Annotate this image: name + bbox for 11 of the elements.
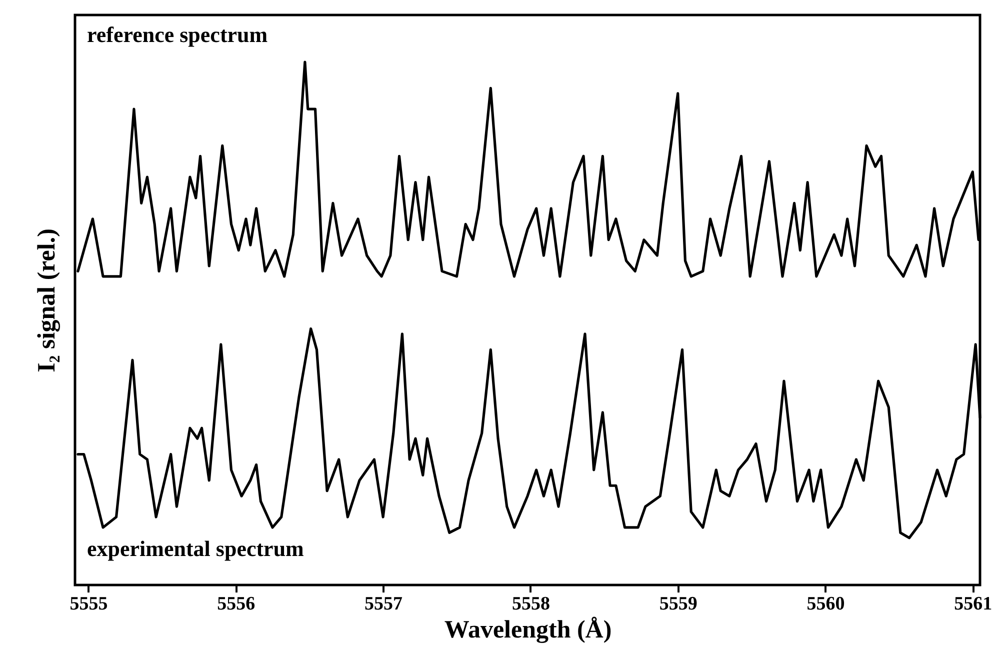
x-tick-label: 5556: [217, 594, 256, 614]
y-axis-title: I₂ signal (rel.): [34, 228, 60, 372]
x-tick-label: 5560: [806, 594, 845, 614]
text: reference spectrum: [87, 22, 268, 47]
x-tick-label: 5561: [954, 594, 992, 614]
x-tick-label: 5558: [512, 594, 550, 614]
x-tick-label: 5557: [364, 594, 404, 614]
annotation: experimental spectrum: [87, 536, 304, 561]
x-axis-title: Wavelength (Å): [444, 616, 612, 644]
x-tick-label: 5559: [659, 594, 698, 614]
x-tick-label: 5555: [70, 594, 108, 614]
